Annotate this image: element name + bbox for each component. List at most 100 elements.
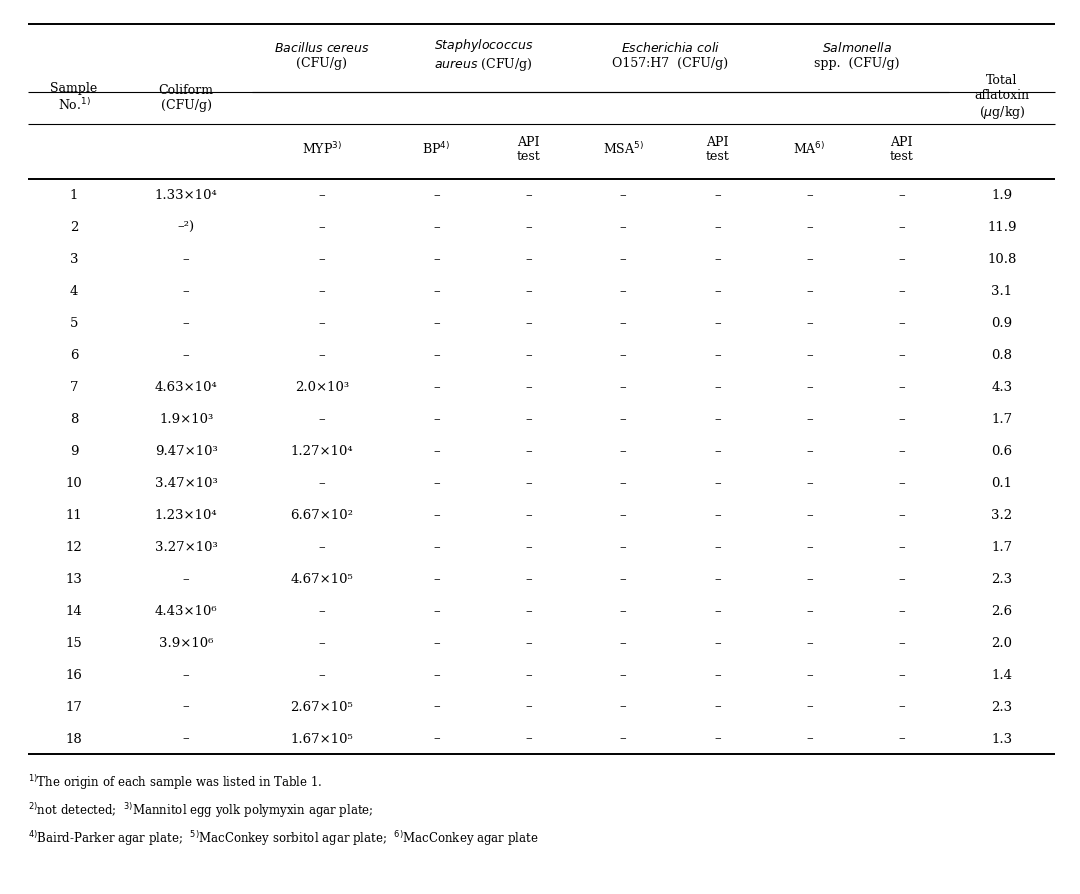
Text: –: –: [525, 349, 531, 362]
Text: –: –: [806, 700, 813, 713]
Text: –: –: [525, 700, 531, 713]
Text: –: –: [433, 731, 440, 745]
Text: –: –: [620, 700, 626, 713]
Text: –: –: [433, 285, 440, 298]
Text: –: –: [714, 668, 720, 681]
Text: –: –: [183, 349, 189, 362]
Text: –: –: [183, 316, 189, 330]
Text: MSA$^{5)}$: MSA$^{5)}$: [603, 141, 644, 157]
Text: 2.0: 2.0: [991, 636, 1012, 649]
Text: 4.67×10⁵: 4.67×10⁵: [291, 572, 353, 586]
Text: –: –: [319, 413, 325, 426]
Text: 1.7: 1.7: [991, 540, 1012, 553]
Text: –: –: [183, 572, 189, 586]
Text: 4.63×10⁴: 4.63×10⁴: [154, 381, 217, 393]
Text: –: –: [620, 349, 626, 362]
Text: 5: 5: [70, 316, 78, 330]
Text: $\it{Salmonella}$
spp.  (CFU/g): $\it{Salmonella}$ spp. (CFU/g): [814, 40, 900, 70]
Text: 3.9×10⁶: 3.9×10⁶: [159, 636, 214, 649]
Text: –: –: [433, 444, 440, 458]
Text: –: –: [319, 636, 325, 649]
Text: Coliform
(CFU/g): Coliform (CFU/g): [159, 83, 214, 112]
Text: –: –: [183, 253, 189, 266]
Text: –: –: [899, 381, 905, 393]
Text: –: –: [806, 477, 813, 489]
Text: 8: 8: [70, 413, 78, 426]
Text: 3.2: 3.2: [991, 509, 1012, 521]
Text: –: –: [525, 604, 531, 617]
Text: 4.3: 4.3: [991, 381, 1012, 393]
Text: –: –: [714, 636, 720, 649]
Text: MYP$^{3)}$: MYP$^{3)}$: [302, 141, 342, 157]
Text: Sample
No.$^{1)}$: Sample No.$^{1)}$: [51, 81, 97, 114]
Text: –: –: [620, 540, 626, 553]
Text: –: –: [433, 381, 440, 393]
Text: –: –: [620, 413, 626, 426]
Text: –: –: [806, 221, 813, 234]
Text: 1.33×10⁴: 1.33×10⁴: [154, 190, 217, 202]
Text: –: –: [714, 572, 720, 586]
Text: –: –: [806, 413, 813, 426]
Text: –: –: [433, 604, 440, 617]
Text: –²): –²): [177, 221, 194, 234]
Text: –: –: [433, 668, 440, 681]
Text: –: –: [433, 349, 440, 362]
Text: –: –: [806, 316, 813, 330]
Text: API
test: API test: [890, 135, 914, 164]
Text: –: –: [714, 444, 720, 458]
Text: $^{2)}$not detected;  $^{3)}$Mannitol egg yolk polymyxin agar plate;: $^{2)}$not detected; $^{3)}$Mannitol egg…: [28, 800, 374, 819]
Text: $\it{Bacillus\ cereus}$
(CFU/g): $\it{Bacillus\ cereus}$ (CFU/g): [274, 40, 369, 70]
Text: –: –: [806, 572, 813, 586]
Text: –: –: [899, 221, 905, 234]
Text: –: –: [620, 572, 626, 586]
Text: –: –: [183, 668, 189, 681]
Text: 2.0×10³: 2.0×10³: [295, 381, 349, 393]
Text: –: –: [714, 221, 720, 234]
Text: –: –: [319, 190, 325, 202]
Text: 2: 2: [70, 221, 78, 234]
Text: –: –: [899, 731, 905, 745]
Text: –: –: [319, 477, 325, 489]
Text: –: –: [899, 190, 905, 202]
Text: –: –: [620, 444, 626, 458]
Text: –: –: [899, 604, 905, 617]
Text: –: –: [899, 316, 905, 330]
Text: –: –: [714, 477, 720, 489]
Text: MA$^{6)}$: MA$^{6)}$: [794, 141, 825, 157]
Text: $\it{Staphylococcus}$
$\it{aureus}$ (CFU/g): $\it{Staphylococcus}$ $\it{aureus}$ (CFU…: [434, 37, 534, 73]
Text: –: –: [899, 636, 905, 649]
Text: Total
aflatoxin
($\mu$g/kg): Total aflatoxin ($\mu$g/kg): [974, 73, 1029, 121]
Text: 4: 4: [70, 285, 78, 298]
Text: –: –: [714, 509, 720, 521]
Text: –: –: [899, 285, 905, 298]
Text: –: –: [319, 540, 325, 553]
Text: 1.9: 1.9: [991, 190, 1012, 202]
Text: –: –: [899, 572, 905, 586]
Text: 0.9: 0.9: [991, 316, 1012, 330]
Text: –: –: [714, 381, 720, 393]
Text: –: –: [714, 285, 720, 298]
Text: 11.9: 11.9: [987, 221, 1016, 234]
Text: –: –: [899, 700, 905, 713]
Text: –: –: [525, 668, 531, 681]
Text: –: –: [525, 253, 531, 266]
Text: 14: 14: [66, 604, 82, 617]
Text: –: –: [620, 190, 626, 202]
Text: –: –: [620, 253, 626, 266]
Text: –: –: [806, 509, 813, 521]
Text: –: –: [806, 253, 813, 266]
Text: 7: 7: [70, 381, 78, 393]
Text: –: –: [899, 444, 905, 458]
Text: –: –: [183, 731, 189, 745]
Text: –: –: [319, 221, 325, 234]
Text: 10: 10: [66, 477, 82, 489]
Text: –: –: [620, 731, 626, 745]
Text: –: –: [620, 381, 626, 393]
Text: –: –: [319, 349, 325, 362]
Text: –: –: [620, 636, 626, 649]
Text: –: –: [525, 540, 531, 553]
Text: –: –: [714, 316, 720, 330]
Text: –: –: [714, 253, 720, 266]
Text: –: –: [525, 572, 531, 586]
Text: –: –: [620, 509, 626, 521]
